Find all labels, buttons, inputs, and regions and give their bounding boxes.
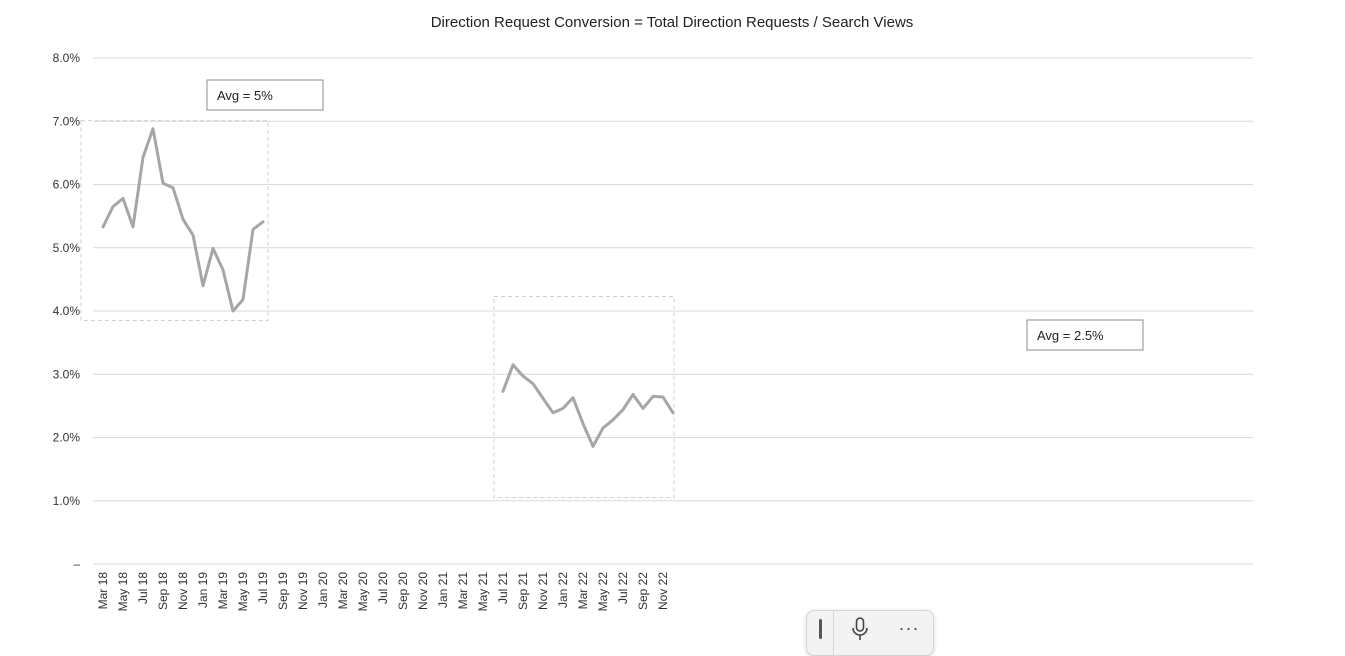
x-tick-label: Sep 21 <box>516 572 530 610</box>
series-layer <box>101 127 675 448</box>
x-tick-label: Mar 19 <box>216 572 230 610</box>
y-tick-label: 7.0% <box>53 114 81 128</box>
x-tick-label: Jan 22 <box>556 572 570 608</box>
y-tick-label: 4.0% <box>53 304 81 318</box>
x-tick-label: May 19 <box>236 572 250 612</box>
x-tick-label: May 22 <box>596 572 610 612</box>
x-tick-label: Nov 21 <box>536 572 550 610</box>
x-axis-ticks: Mar 18 May 18 Jul 18 Sep 18 Nov 18 Jan 19 Mar … <box>96 572 670 612</box>
x-tick-label: Nov 18 <box>176 572 190 610</box>
highlight-regions <box>80 120 675 499</box>
y-tick-label: 3.0% <box>53 367 81 381</box>
y-tick-label: 1.0% <box>53 494 81 508</box>
annotation-text: Avg = 5% <box>217 88 273 103</box>
x-tick-label: Jul 20 <box>376 572 390 604</box>
x-tick-label: Mar 22 <box>576 572 590 610</box>
x-tick-label: Mar 18 <box>96 572 110 610</box>
x-tick-label: May 18 <box>116 572 130 612</box>
x-tick-label: Jan 19 <box>196 572 210 608</box>
grip-icon <box>818 619 822 639</box>
highlight-region <box>80 120 269 321</box>
grip-handle[interactable] <box>807 611 834 655</box>
more-button[interactable]: ··· <box>886 606 932 650</box>
x-tick-label: May 21 <box>476 572 490 612</box>
microphone-button[interactable] <box>834 611 886 655</box>
x-tick-label: Sep 22 <box>636 572 650 610</box>
chart-title: Direction Request Conversion = Total Dir… <box>431 14 914 31</box>
more-icon: ··· <box>898 617 920 638</box>
gridlines <box>93 57 1253 565</box>
x-tick-label: Jul 21 <box>496 572 510 604</box>
series-line <box>101 127 265 313</box>
y-tick-label: 2.0% <box>53 431 81 445</box>
y-tick-label: 6.0% <box>53 178 81 192</box>
y-tick-label: 8.0% <box>53 51 81 65</box>
x-tick-label: May 20 <box>356 572 370 612</box>
microphone-icon <box>852 617 868 640</box>
floating-toolbar: ··· <box>806 610 934 656</box>
y-tick-label: – <box>73 557 80 571</box>
x-tick-label: Mar 21 <box>456 572 470 610</box>
x-tick-label: Nov 20 <box>416 572 430 610</box>
series-line <box>501 363 675 448</box>
x-tick-label: Nov 19 <box>296 572 310 610</box>
annotation-box: Avg = 2.5% <box>1026 319 1144 351</box>
x-tick-label: Sep 18 <box>156 572 170 610</box>
x-tick-label: Mar 20 <box>336 572 350 610</box>
y-axis-ticks: – 1.0% 2.0% 3.0% 4.0% 5.0% 6.0% 7.0% 8.0% <box>53 51 81 571</box>
annotation-box: Avg = 5% <box>206 79 324 111</box>
x-tick-label: Sep 19 <box>276 572 290 610</box>
y-tick-label: 5.0% <box>53 241 81 255</box>
x-tick-label: Jan 21 <box>436 572 450 608</box>
x-tick-label: Sep 20 <box>396 572 410 610</box>
highlight-region <box>493 295 675 499</box>
x-tick-label: Nov 22 <box>656 572 670 610</box>
annotation-text: Avg = 2.5% <box>1037 328 1104 343</box>
annotations-layer: Avg = 5% Avg = 2.5% <box>206 79 1144 351</box>
x-tick-label: Jul 18 <box>136 572 150 604</box>
x-tick-label: Jul 19 <box>256 572 270 604</box>
x-tick-label: Jan 20 <box>316 572 330 608</box>
x-tick-label: Jul 22 <box>616 572 630 604</box>
